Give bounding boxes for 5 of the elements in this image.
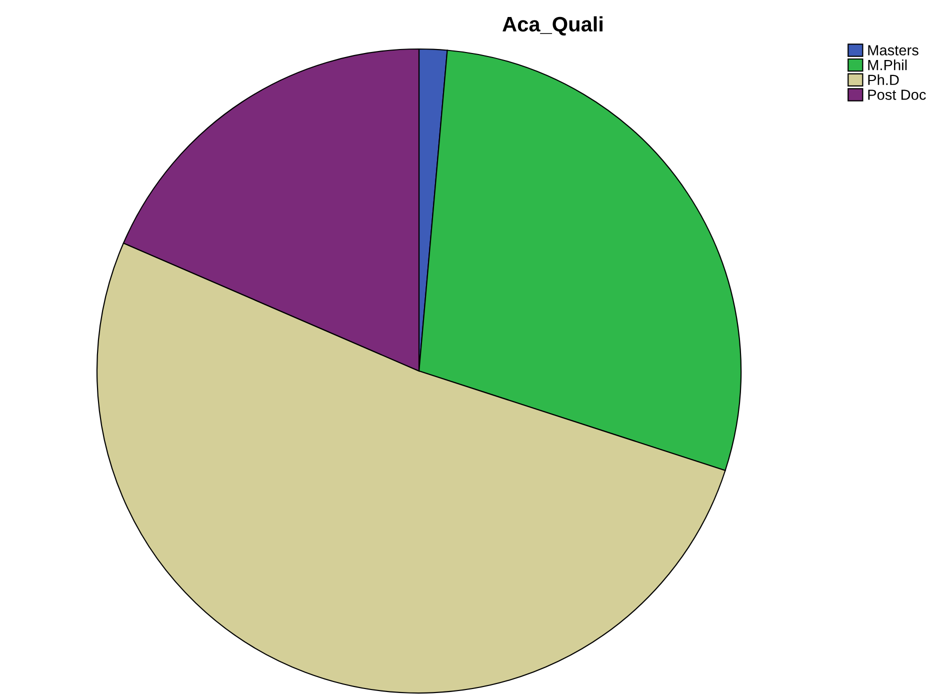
legend-label: Masters bbox=[868, 45, 918, 56]
legend-label: Post Doc bbox=[868, 90, 926, 100]
legend-label: M.Phil bbox=[868, 60, 907, 70]
legend-label: Ph.D bbox=[868, 74, 899, 85]
chart-title: Aca_Quali bbox=[502, 16, 602, 36]
